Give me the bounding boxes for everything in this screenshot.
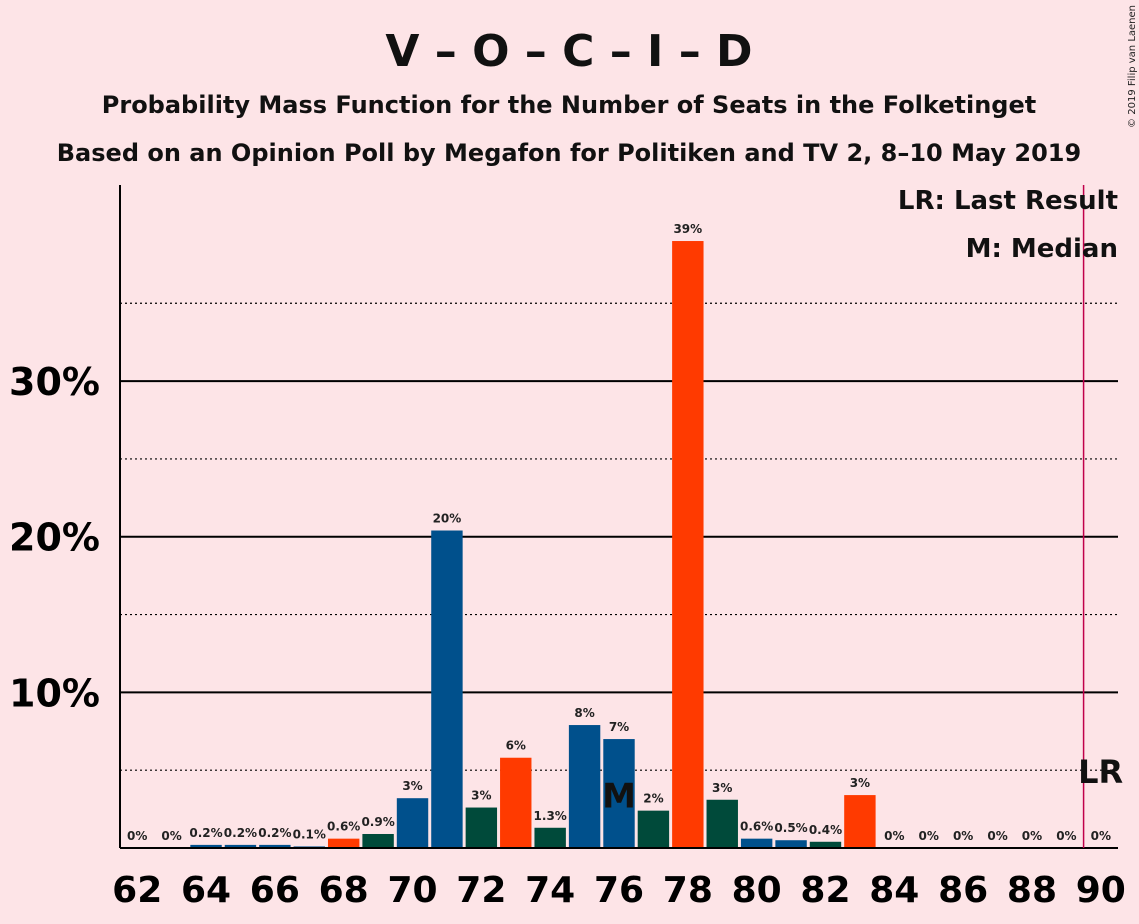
data-label-90: 0% [1091,829,1111,843]
bar-70 [396,798,429,848]
data-label-86: 0% [953,829,973,843]
bar-76 [603,739,635,848]
data-label-82: 0.4% [809,823,842,837]
x-tick-label: 76 [594,870,644,911]
data-label-70: 3% [402,779,422,793]
bar-83 [844,795,876,848]
x-tick-label: 88 [1007,870,1057,911]
data-label-74: 1.3% [534,809,567,823]
data-label-85: 0% [919,829,939,843]
data-label-80: 0.6% [740,820,773,834]
y-tick-label: 30% [9,360,100,404]
data-label-88: 0% [1022,829,1042,843]
data-label-64: 0.2% [189,826,222,840]
bar-65 [224,844,257,848]
x-tick-label: 70 [387,870,437,911]
x-tick-label: 74 [525,870,575,911]
data-label-69: 0.9% [361,815,394,829]
bar-71 [431,530,463,848]
y-axis-ticks: 10% 20% 30% [9,360,100,715]
data-label-84: 0% [884,829,904,843]
bar-77 [637,810,670,848]
bar-79 [706,799,738,848]
bar-81 [775,840,807,848]
bar-75 [568,725,601,848]
data-label-71: 20% [433,512,462,526]
x-tick-label: 66 [250,870,300,911]
legend-last-result: LR: Last Result [898,186,1118,216]
bar-68 [327,838,360,848]
x-tick-label: 86 [938,870,988,911]
last-result-label: LR [1078,753,1123,791]
x-tick-label: 80 [732,870,782,911]
legend-median: M: Median [966,234,1118,264]
y-tick-label: 20% [9,516,100,560]
median-marker: M [602,777,636,817]
data-label-89: 0% [1056,829,1076,843]
data-label-66: 0.2% [258,826,291,840]
data-label-72: 3% [471,789,491,803]
data-label-83: 3% [850,776,870,790]
data-label-73: 6% [506,739,526,753]
x-tick-label: 78 [663,870,713,911]
data-label-81: 0.5% [774,821,807,835]
copyright-note: © 2019 Filip van Laenen [1127,5,1138,128]
bar-80 [740,838,773,848]
data-label-76: 7% [609,720,629,734]
data-label-62: 0% [127,829,147,843]
data-label-77: 2% [643,792,663,806]
chart-subtitle: Probability Mass Function for the Number… [102,91,1036,119]
bar-72 [465,807,498,848]
x-tick-label: 90 [1076,870,1126,911]
x-tick-label: 68 [319,870,369,911]
y-tick-label: 10% [9,671,100,715]
bar-69 [362,833,394,848]
data-label-63: 0% [161,829,181,843]
bar-64 [190,844,222,848]
x-tick-label: 82 [800,870,850,911]
data-label-68: 0.6% [327,820,360,834]
x-axis-ticks: 62 64 66 68 70 72 74 76 78 80 82 84 86 88 90 [112,870,1126,911]
x-tick-label: 62 [112,870,162,911]
chart-title: V – O – C – I – D [385,26,752,77]
chart-subtitle-source: Based on an Opinion Poll by Megafon for … [57,139,1081,167]
x-tick-label: 64 [181,870,231,911]
bar-74 [534,827,566,848]
data-label-67: 0.1% [293,827,326,841]
grid-lines [120,302,1118,771]
x-tick-label: 84 [869,870,919,911]
data-label-87: 0% [987,829,1007,843]
bar-82 [809,841,842,848]
data-label-78: 39% [673,222,702,236]
x-tick-label: 72 [456,870,506,911]
data-label-65: 0.2% [224,826,257,840]
bar-73 [500,757,532,848]
bar-78 [672,241,704,848]
data-label-75: 8% [574,706,594,720]
data-labels: 0% 0% 0.2% 0.2% 0.2% 0.1%0.6% 0.9%3%20%3%6%1.3… [127,222,1111,843]
bar-series [190,241,876,848]
data-label-79: 3% [712,781,732,795]
bar-66 [259,844,291,848]
